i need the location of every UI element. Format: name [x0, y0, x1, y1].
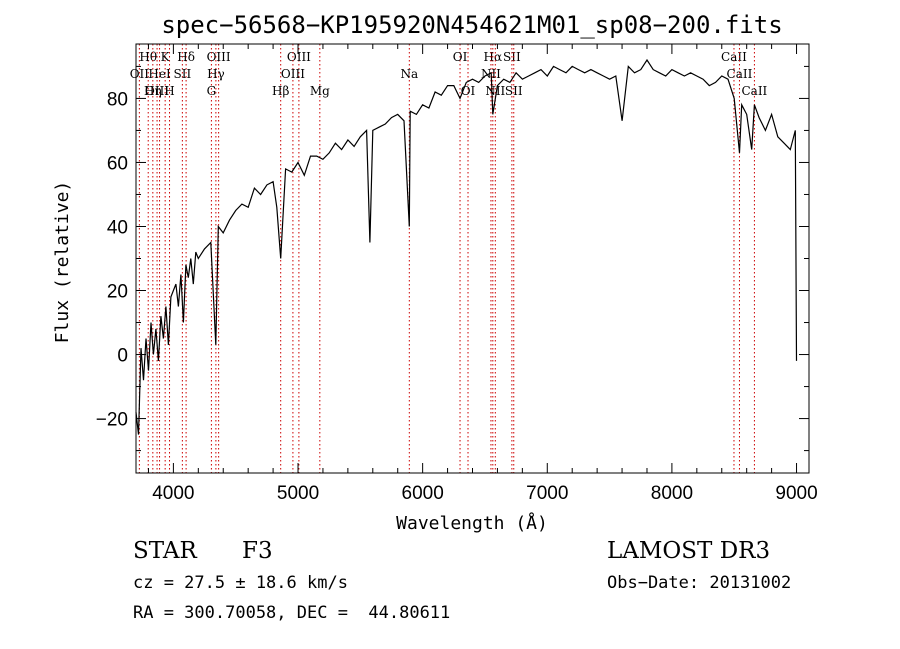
line-label: SII [174, 67, 192, 81]
x-tick-label: 6000 [402, 483, 444, 504]
line-label: Hθ [139, 50, 157, 64]
line-label: OIII [207, 50, 231, 64]
x-tick-label: 5000 [277, 483, 319, 504]
x-tick-label: 8000 [651, 483, 693, 504]
line-label: OII [130, 67, 150, 81]
line-label: Hα [484, 50, 503, 64]
object-class: STAR [133, 538, 197, 564]
coordinates: RA = 300.70058, DEC = 44.80611 [133, 603, 451, 623]
line-label: Hγ [207, 67, 225, 81]
chart-title: spec−56568−KP195920N454621M01_sp08−200.f… [161, 11, 782, 39]
line-label: CaII [721, 50, 747, 64]
x-axis-label: Wavelength (Å) [396, 512, 548, 534]
line-label: CaII [741, 84, 767, 98]
line-label: OIII [287, 50, 311, 64]
line-label: OI [453, 50, 468, 64]
plot-frame [135, 43, 810, 474]
line-label: CaII [727, 67, 753, 81]
line-label: SII [505, 84, 523, 98]
line-label: Hδ [177, 50, 195, 64]
line-label: H [164, 84, 174, 98]
redshift-text: cz = 27.5 ± 18.6 km/s [133, 573, 348, 593]
axis-ticks: 4000 5000 6000 7000 8000 9000 −20 0 20 40 60 80 [96, 44, 818, 504]
survey-name: LAMOST DR3 [607, 538, 771, 564]
line-label: Mg [310, 84, 330, 98]
line-label: Hη [144, 84, 162, 98]
line-label: OIII [281, 67, 305, 81]
obs-date: Obs−Date: 20131002 [607, 573, 792, 593]
y-tick-label: 60 [107, 153, 128, 174]
y-tick-label: 20 [107, 282, 128, 303]
y-axis-label: Flux (relative) [52, 181, 73, 344]
y-tick-label: 40 [107, 217, 128, 238]
line-label: Hβ [272, 84, 289, 98]
object-subclass: F3 [242, 538, 273, 564]
line-label: SII [503, 50, 521, 64]
line-label: K [161, 50, 171, 64]
x-tick-label: 9000 [775, 483, 817, 504]
line-label: NII [485, 84, 505, 98]
y-tick-label: 80 [107, 89, 128, 110]
x-tick-label: 7000 [526, 483, 568, 504]
line-label: HeI [148, 67, 171, 81]
line-label: G [207, 84, 217, 98]
spectrum-line [135, 58, 798, 435]
y-tick-label: 0 [117, 346, 128, 367]
line-label: Na [400, 67, 418, 81]
y-tick-label: −20 [96, 410, 128, 431]
x-tick-label: 4000 [152, 483, 194, 504]
line-label: OIII [145, 84, 169, 98]
